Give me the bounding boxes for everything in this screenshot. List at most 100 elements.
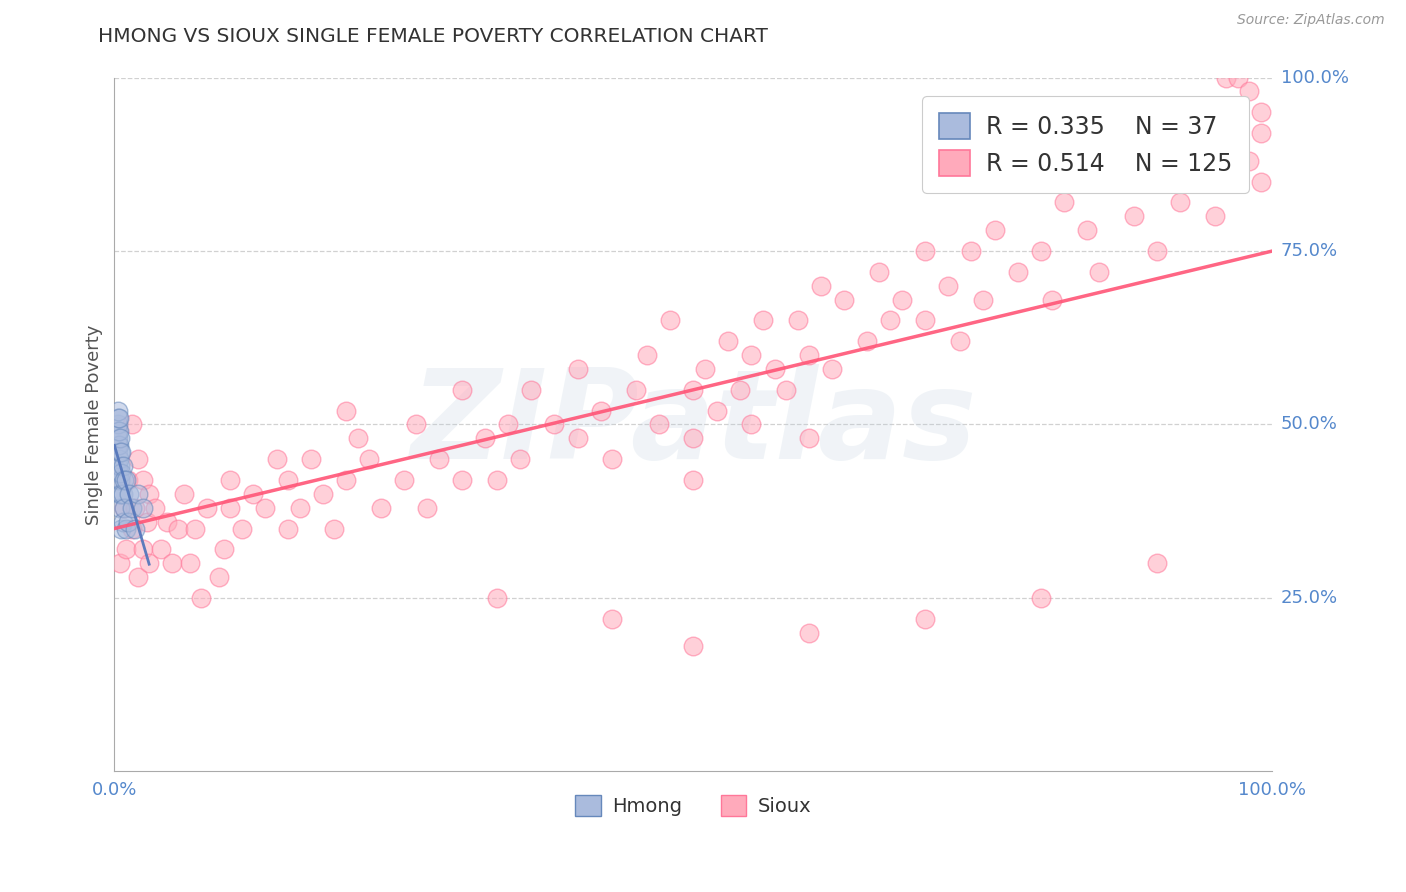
Point	[135, 515, 157, 529]
Point	[799, 625, 821, 640]
Point	[799, 348, 821, 362]
Point	[1076, 223, 1098, 237]
Point	[706, 403, 728, 417]
Point	[173, 487, 195, 501]
Point	[132, 473, 155, 487]
Text: Source: ZipAtlas.com: Source: ZipAtlas.com	[1237, 13, 1385, 28]
Point	[107, 445, 129, 459]
Point	[763, 362, 786, 376]
Point	[195, 500, 218, 515]
Point	[914, 313, 936, 327]
Point	[972, 293, 994, 307]
Point	[299, 452, 322, 467]
Point	[127, 570, 149, 584]
Point	[1168, 195, 1191, 210]
Point	[277, 473, 299, 487]
Point	[110, 487, 132, 501]
Point	[1029, 591, 1052, 605]
Point	[335, 473, 357, 487]
Point	[108, 556, 131, 570]
Point	[682, 640, 704, 654]
Point	[1180, 140, 1202, 154]
Point	[682, 383, 704, 397]
Point	[949, 334, 972, 348]
Point	[1226, 140, 1249, 154]
Point	[485, 473, 508, 487]
Point	[124, 522, 146, 536]
Point	[312, 487, 335, 501]
Point	[138, 487, 160, 501]
Point	[179, 556, 201, 570]
Text: 50.0%: 50.0%	[1281, 416, 1337, 434]
Point	[110, 522, 132, 536]
Point	[253, 500, 276, 515]
Point	[149, 542, 172, 557]
Point	[717, 334, 740, 348]
Point	[786, 313, 808, 327]
Point	[214, 542, 236, 557]
Point	[740, 417, 762, 432]
Point	[108, 425, 131, 439]
Point	[370, 500, 392, 515]
Legend: Hmong, Sioux: Hmong, Sioux	[568, 788, 820, 824]
Point	[450, 383, 472, 397]
Point	[107, 417, 129, 432]
Point	[775, 383, 797, 397]
Point	[110, 445, 132, 459]
Point	[143, 500, 166, 515]
Point	[107, 438, 129, 452]
Point	[752, 313, 775, 327]
Point	[567, 362, 589, 376]
Point	[110, 466, 132, 480]
Point	[890, 293, 912, 307]
Point	[127, 487, 149, 501]
Point	[108, 445, 131, 459]
Point	[602, 452, 624, 467]
Point	[219, 473, 242, 487]
Point	[107, 473, 129, 487]
Point	[107, 425, 129, 439]
Point	[879, 313, 901, 327]
Point	[936, 278, 959, 293]
Point	[647, 417, 669, 432]
Point	[520, 383, 543, 397]
Point	[799, 431, 821, 445]
Point	[112, 500, 135, 515]
Point	[1029, 244, 1052, 258]
Point	[108, 487, 131, 501]
Text: 75.0%: 75.0%	[1281, 242, 1339, 260]
Point	[107, 431, 129, 445]
Point	[496, 417, 519, 432]
Point	[728, 383, 751, 397]
Point	[124, 500, 146, 515]
Text: 100.0%: 100.0%	[1281, 69, 1348, 87]
Point	[589, 403, 612, 417]
Point	[1250, 175, 1272, 189]
Point	[485, 591, 508, 605]
Point	[115, 522, 138, 536]
Point	[219, 500, 242, 515]
Point	[266, 452, 288, 467]
Point	[1099, 175, 1122, 189]
Point	[1239, 84, 1261, 98]
Point	[682, 473, 704, 487]
Point	[162, 556, 184, 570]
Point	[132, 500, 155, 515]
Point	[242, 487, 264, 501]
Point	[108, 466, 131, 480]
Point	[1146, 244, 1168, 258]
Point	[117, 473, 139, 487]
Point	[111, 515, 134, 529]
Text: 25.0%: 25.0%	[1281, 589, 1339, 607]
Point	[138, 556, 160, 570]
Point	[208, 570, 231, 584]
Point	[108, 431, 131, 445]
Point	[567, 431, 589, 445]
Point	[108, 438, 131, 452]
Point	[108, 473, 131, 487]
Point	[983, 223, 1005, 237]
Point	[636, 348, 658, 362]
Point	[693, 362, 716, 376]
Point	[288, 500, 311, 515]
Point	[107, 410, 129, 425]
